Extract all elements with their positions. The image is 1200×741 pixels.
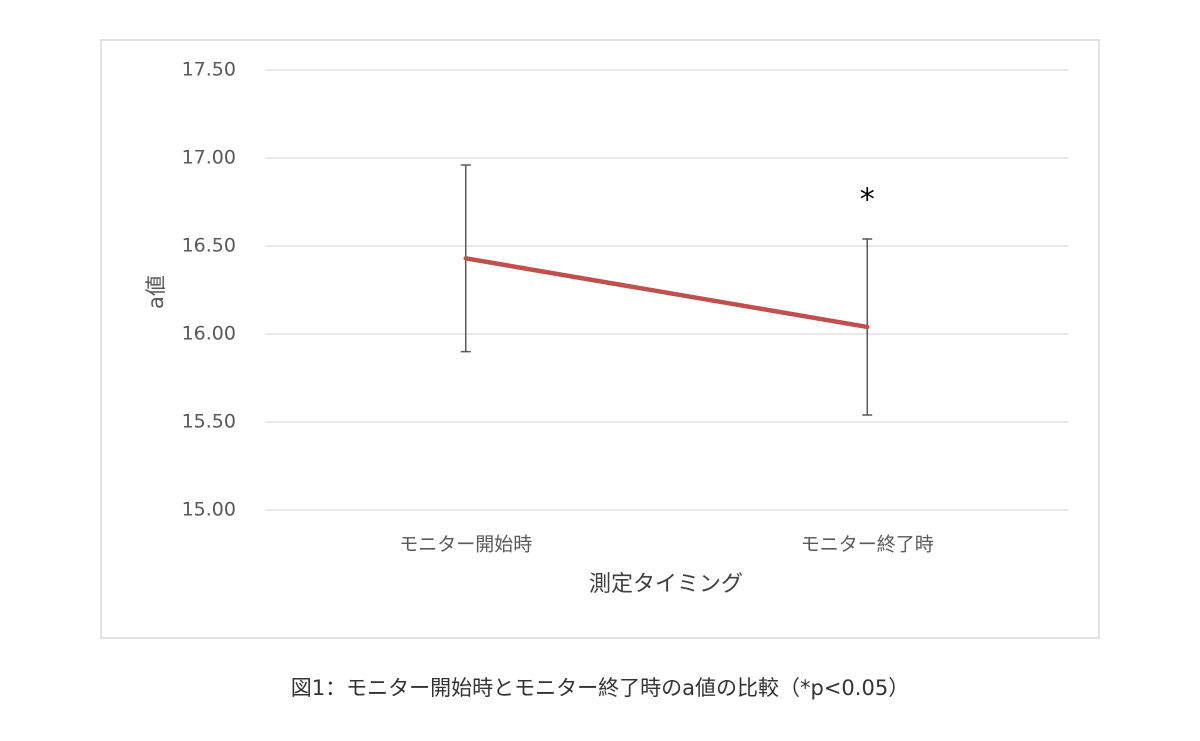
y-tick-label: 15.00 — [182, 499, 236, 521]
y-tick-label: 15.50 — [182, 411, 236, 433]
y-tick-label: 17.50 — [182, 59, 236, 81]
x-tick-label: モニター終了時 — [801, 534, 934, 556]
y-axis-label: a値 — [144, 275, 168, 309]
x-axis-label: 測定タイミング — [589, 572, 743, 597]
y-tick-label: 16.00 — [182, 323, 236, 345]
y-tick-label: 16.50 — [182, 235, 236, 257]
significance-mark: * — [860, 182, 875, 217]
chart-frame — [100, 39, 1100, 639]
y-tick-label: 17.00 — [182, 147, 236, 169]
data-line — [463, 256, 870, 330]
x-tick-label: モニター開始時 — [399, 534, 532, 556]
caption: 図1：モニター開始時とモニター終了時のa値の比較（*p<0.05） — [291, 676, 909, 700]
